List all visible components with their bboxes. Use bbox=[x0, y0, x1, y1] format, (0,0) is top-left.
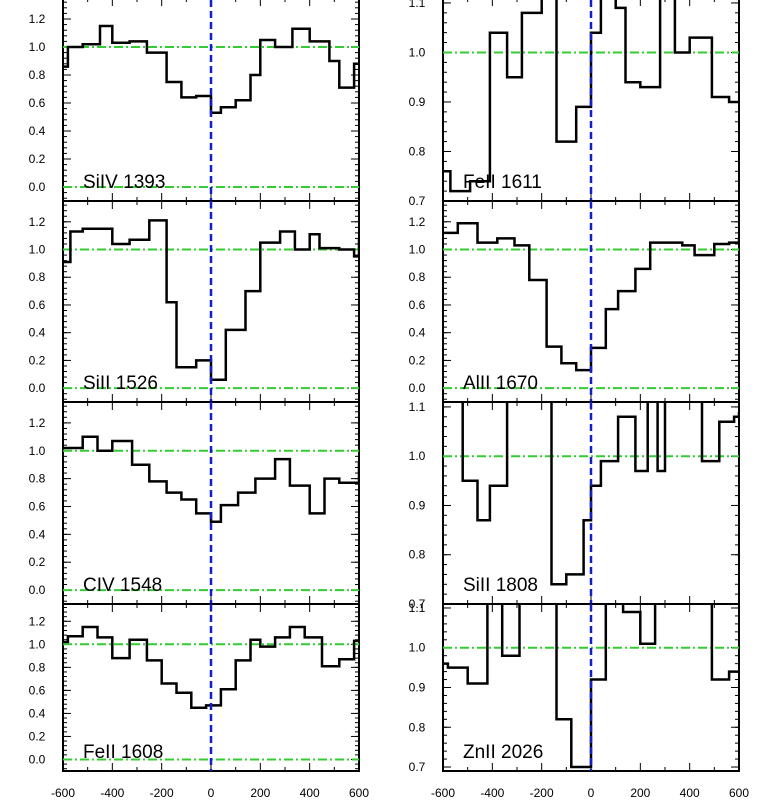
y-tick-label: 1.2 bbox=[409, 215, 426, 229]
ion-label: AlII 1670 bbox=[463, 373, 538, 394]
y-tick-label: 1.0 bbox=[409, 45, 426, 59]
x-tick-label: 600 bbox=[729, 786, 749, 800]
panel-5: 0.0 0.2 0.4 0.6 0.8 1.0 1.2 AlII 1670 bbox=[409, 200, 740, 403]
y-tick-label: 0.2 bbox=[29, 555, 46, 569]
y-tick-label: 0.2 bbox=[409, 353, 426, 367]
y-tick-label: 0.4 bbox=[29, 326, 46, 340]
x-tick-label: -200 bbox=[530, 786, 554, 800]
y-tick-label: 0.6 bbox=[29, 298, 46, 312]
y-tick-label: 1.0 bbox=[409, 243, 426, 257]
x-tick-label: -600 bbox=[431, 786, 455, 800]
x-tick-label: -200 bbox=[150, 786, 174, 800]
y-tick-label: 0.4 bbox=[29, 706, 46, 720]
ion-label: SiII 1808 bbox=[463, 575, 538, 596]
panel-2: 0.0 0.2 0.4 0.6 0.8 1.0 1.2 CIV 1548 bbox=[29, 401, 360, 605]
y-tick-label: 0.0 bbox=[29, 381, 46, 395]
y-tick-label: 1.0 bbox=[409, 449, 426, 463]
y-tick-label: 0.6 bbox=[409, 298, 426, 312]
spectrum-series bbox=[63, 435, 359, 524]
y-tick-label: 0.0 bbox=[29, 583, 46, 597]
spectrum-series bbox=[461, 402, 739, 586]
ion-label: FeII 1608 bbox=[83, 742, 163, 763]
y-tick-label: 1.0 bbox=[29, 444, 46, 458]
ion-label: SiIV 1393 bbox=[83, 172, 165, 193]
x-tick-label: 200 bbox=[250, 786, 270, 800]
y-tick-label: 1.0 bbox=[409, 641, 426, 655]
y-tick-label: 0.8 bbox=[409, 144, 426, 158]
y-tick-label: 0.0 bbox=[409, 381, 426, 395]
panel-7: 0.7 0.8 0.9 1.0 1.1 ZnII 2026 bbox=[409, 601, 740, 774]
y-tick-label: 1.1 bbox=[409, 601, 426, 615]
y-tick-label: 1.0 bbox=[29, 637, 46, 651]
y-tick-label: 1.1 bbox=[409, 400, 426, 414]
x-tick-label: 600 bbox=[349, 786, 369, 800]
x-tick-label: 400 bbox=[300, 786, 320, 800]
spectrum-series bbox=[443, 221, 739, 372]
spectrum-series bbox=[443, 0, 739, 193]
ion-label: FeII 1611 bbox=[463, 172, 542, 193]
y-tick-label: 0.6 bbox=[29, 96, 46, 110]
spectrum-series bbox=[63, 219, 359, 382]
y-tick-label: 0.4 bbox=[409, 326, 426, 340]
x-tick-label: 400 bbox=[680, 786, 700, 800]
y-tick-label: 0.2 bbox=[29, 729, 46, 743]
y-tick-label: 0.7 bbox=[409, 760, 426, 774]
x-tick-label: -400 bbox=[480, 786, 504, 800]
y-tick-label: 0.6 bbox=[29, 683, 46, 697]
y-tick-label: 0.2 bbox=[29, 152, 46, 166]
y-tick-label: 0.7 bbox=[409, 597, 426, 611]
spectrum-series bbox=[63, 625, 359, 709]
y-tick-label: 0.9 bbox=[409, 681, 426, 695]
panel-6: 0.7 0.8 0.9 1.0 1.1 SiII 1808 bbox=[409, 400, 740, 611]
x-tick-label: -400 bbox=[100, 786, 124, 800]
panel-4: 0.7 0.8 0.9 1.0 1.1 FeII 1611 bbox=[409, 0, 740, 208]
y-tick-label: 0.2 bbox=[29, 353, 46, 367]
spectrum-series bbox=[63, 24, 359, 115]
x-tick-label: 0 bbox=[208, 786, 215, 800]
y-tick-label: 0.9 bbox=[409, 95, 426, 109]
panel-1: 0.0 0.2 0.4 0.6 0.8 1.0 1.2 SiII 1526 bbox=[29, 200, 360, 403]
y-tick-label: 1.2 bbox=[29, 215, 46, 229]
y-tick-label: 1.0 bbox=[29, 243, 46, 257]
y-tick-label: 0.7 bbox=[409, 194, 426, 208]
y-tick-label: 1.0 bbox=[29, 40, 46, 54]
x-tick-label: 200 bbox=[630, 786, 650, 800]
y-tick-label: 0.9 bbox=[409, 498, 426, 512]
y-tick-label: 1.2 bbox=[29, 12, 46, 26]
y-tick-label: 0.4 bbox=[29, 124, 46, 138]
y-tick-label: 1.1 bbox=[409, 0, 426, 10]
y-tick-label: 0.0 bbox=[29, 752, 46, 766]
y-tick-label: 0.8 bbox=[29, 68, 46, 82]
y-tick-label: 0.8 bbox=[409, 720, 426, 734]
y-tick-label: 0.8 bbox=[409, 548, 426, 562]
ion-label: ZnII 2026 bbox=[463, 742, 543, 763]
x-tick-label: -600 bbox=[51, 786, 75, 800]
spectrum-series bbox=[443, 604, 739, 769]
y-tick-label: 0.8 bbox=[409, 270, 426, 284]
y-tick-label: 0.8 bbox=[29, 270, 46, 284]
y-tick-label: 0.8 bbox=[29, 472, 46, 486]
panel-3: 0.0 0.2 0.4 0.6 0.8 1.0 1.2 FeII 1608 bbox=[29, 603, 360, 772]
x-tick-label: 0 bbox=[588, 786, 595, 800]
y-tick-label: 0.6 bbox=[29, 499, 46, 513]
y-tick-label: 1.2 bbox=[29, 614, 46, 628]
panel-0: 0.0 0.2 0.4 0.6 0.8 1.0 1.2 SiIV 1393 bbox=[29, 0, 360, 202]
y-tick-label: 0.0 bbox=[29, 180, 46, 194]
y-tick-label: 0.4 bbox=[29, 527, 46, 541]
ion-label: SiII 1526 bbox=[83, 373, 158, 394]
y-tick-label: 0.8 bbox=[29, 660, 46, 674]
ion-label: CIV 1548 bbox=[83, 575, 162, 596]
y-tick-label: 1.2 bbox=[29, 416, 46, 430]
